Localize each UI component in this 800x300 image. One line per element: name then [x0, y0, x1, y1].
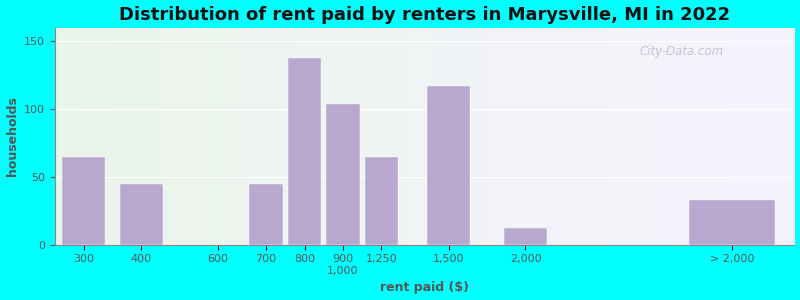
Bar — [120, 184, 163, 244]
Bar — [689, 200, 775, 244]
Bar — [504, 228, 547, 244]
Bar — [288, 58, 322, 244]
Bar — [250, 184, 283, 244]
Title: Distribution of rent paid by renters in Marysville, MI in 2022: Distribution of rent paid by renters in … — [119, 6, 730, 24]
Bar — [62, 157, 106, 244]
Y-axis label: households: households — [6, 96, 18, 176]
Bar — [427, 86, 470, 244]
Bar — [365, 157, 398, 244]
X-axis label: rent paid ($): rent paid ($) — [380, 281, 469, 294]
Text: City-Data.com: City-Data.com — [639, 45, 723, 58]
Bar — [326, 104, 360, 244]
